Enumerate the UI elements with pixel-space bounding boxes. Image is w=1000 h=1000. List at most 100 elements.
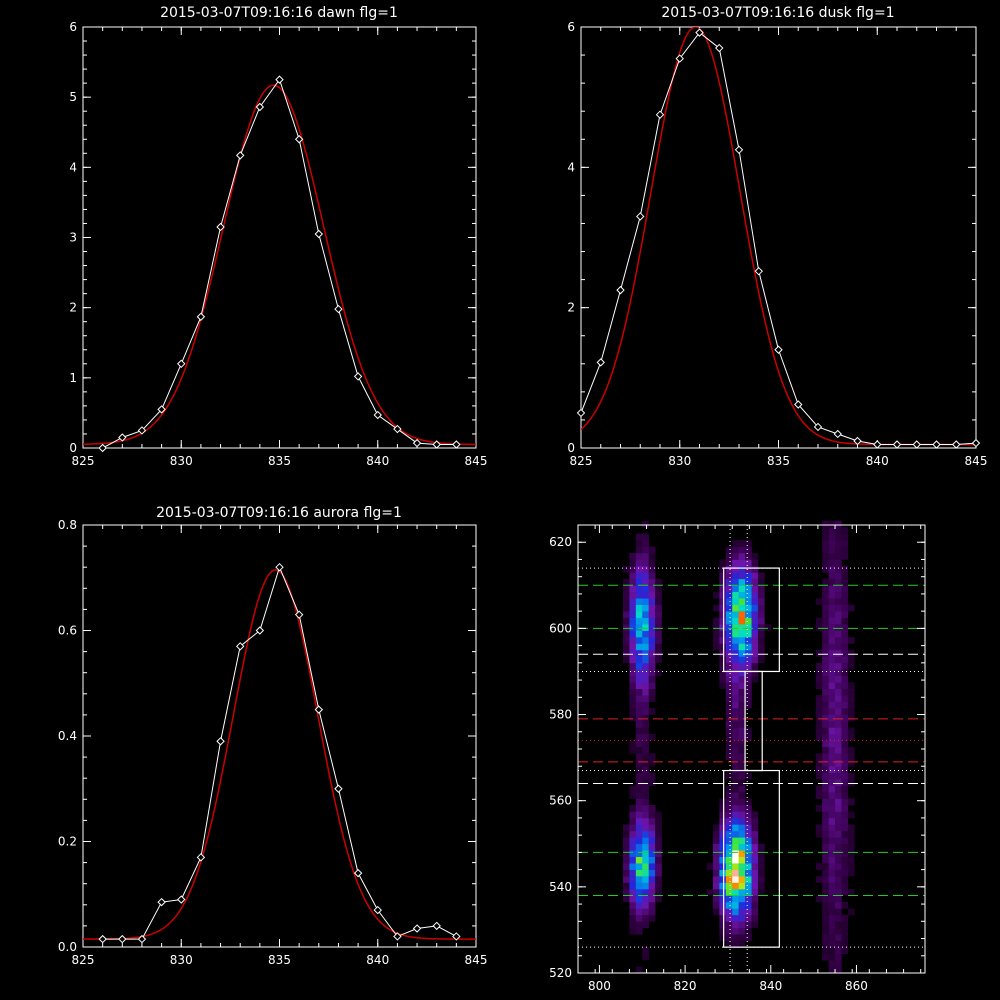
heatmap-cell <box>751 656 759 664</box>
heatmap-cell <box>828 759 836 767</box>
heatmap-cell <box>635 585 643 593</box>
heatmap-cell <box>622 837 630 845</box>
heatmap-cell <box>815 682 823 689</box>
heatmap-cell <box>822 753 829 761</box>
heatmap-cell <box>648 624 656 631</box>
heatmap-cell <box>822 908 829 916</box>
heatmap-cell <box>648 830 656 838</box>
heatmap-cell <box>847 779 855 786</box>
heatmap-cell <box>642 598 649 605</box>
heatmap-cell <box>822 553 829 560</box>
heatmap-cell <box>828 947 836 954</box>
heatmap-cell <box>622 585 630 593</box>
heatmap-cell <box>822 940 829 948</box>
heatmap-cell <box>648 565 656 573</box>
heatmap-cell <box>655 895 662 903</box>
heatmap-cell <box>738 740 746 748</box>
heatmap-cell <box>655 882 662 890</box>
heatmap-cell <box>738 611 746 618</box>
heatmap-cell <box>738 895 746 903</box>
heatmap-cell <box>738 624 746 631</box>
aurora-y-tick-label: 0.4 <box>58 729 77 743</box>
heatmap-cell <box>712 604 720 612</box>
heatmap-cell <box>835 669 842 677</box>
heatmap-cell <box>738 843 746 851</box>
heatmap-cell <box>841 617 849 625</box>
heatmap-cell <box>751 604 759 612</box>
heatmap-cell <box>629 701 637 709</box>
heatmap-cell <box>764 624 772 631</box>
heatmap-cell <box>629 565 637 573</box>
dawn-x-tick-label: 845 <box>465 454 488 468</box>
heatmap-cell <box>835 714 842 722</box>
heatmap-cell <box>751 611 759 618</box>
aurora-data-point <box>275 562 284 572</box>
heatmap-cell <box>635 850 643 857</box>
heatmap-cell <box>745 901 752 909</box>
aurora-x-tick-label: 845 <box>465 953 488 967</box>
heatmap-cell <box>635 901 643 909</box>
aurora-fit-line <box>83 569 476 940</box>
heatmap-cell <box>828 953 836 961</box>
heatmap-cell <box>719 617 727 625</box>
dusk-data-point <box>596 358 605 367</box>
heatmap-cell <box>841 772 849 780</box>
heatmap-cell <box>841 940 849 948</box>
heatmap-cell <box>635 798 643 806</box>
heatmap-cell <box>822 901 829 909</box>
heatmap-cell <box>648 708 656 715</box>
heatmap-cell <box>751 856 759 864</box>
heatmap-cell <box>725 714 733 722</box>
dusk-data-point <box>912 440 921 449</box>
heatmap-cell <box>732 882 739 890</box>
heatmap-cell <box>745 856 752 864</box>
heatmap-cell <box>635 565 643 573</box>
dusk-data-point <box>616 285 625 295</box>
heatmap-cell <box>841 604 849 612</box>
heatmap-cell <box>822 565 829 573</box>
heatmap-cell <box>642 863 649 870</box>
heatmap-cell <box>822 733 829 741</box>
heatmap-cell <box>725 895 733 903</box>
heatmap-cell <box>732 624 739 631</box>
heatmap-cell <box>828 591 836 599</box>
spectral-image-y-tick-label: 620 <box>549 535 572 549</box>
heatmap-cell <box>835 585 842 593</box>
heatmap-cell <box>648 630 656 638</box>
heatmap-cell <box>745 643 752 651</box>
heatmap-cell <box>822 785 829 793</box>
heatmap-cell <box>835 740 842 748</box>
heatmap-cell <box>732 553 739 560</box>
heatmap-cell <box>719 921 727 929</box>
heatmap-cell <box>642 740 649 748</box>
heatmap-cell <box>719 656 727 664</box>
heatmap-cell <box>751 669 759 677</box>
heatmap-cell <box>648 591 656 599</box>
heatmap-cell <box>648 876 656 883</box>
heatmap-cell <box>847 843 855 851</box>
heatmap-cell <box>751 572 759 580</box>
dawn-data-point <box>373 410 382 420</box>
dusk-data-point <box>655 110 665 119</box>
heatmap-cell <box>835 727 842 735</box>
heatmap-cell <box>732 863 739 870</box>
heatmap-cell <box>622 824 630 832</box>
heatmap-cell <box>629 889 637 896</box>
aurora-data-point <box>235 642 245 651</box>
heatmap-cell <box>635 824 643 832</box>
heatmap-cell <box>738 792 746 799</box>
heatmap-cell <box>642 947 649 954</box>
heatmap-cell <box>835 533 842 541</box>
aurora-data-point <box>98 934 107 944</box>
heatmap-cell <box>622 843 630 851</box>
heatmap-cell <box>815 753 823 761</box>
heatmap-cell <box>648 779 656 786</box>
heatmap-cell <box>835 966 842 974</box>
heatmap-cell <box>738 559 746 567</box>
heatmap-cell <box>738 869 746 877</box>
aurora-x-tick-label: 840 <box>366 953 389 967</box>
heatmap-cell <box>642 630 649 638</box>
heatmap-cell <box>725 934 733 941</box>
heatmap-cell <box>635 753 643 761</box>
